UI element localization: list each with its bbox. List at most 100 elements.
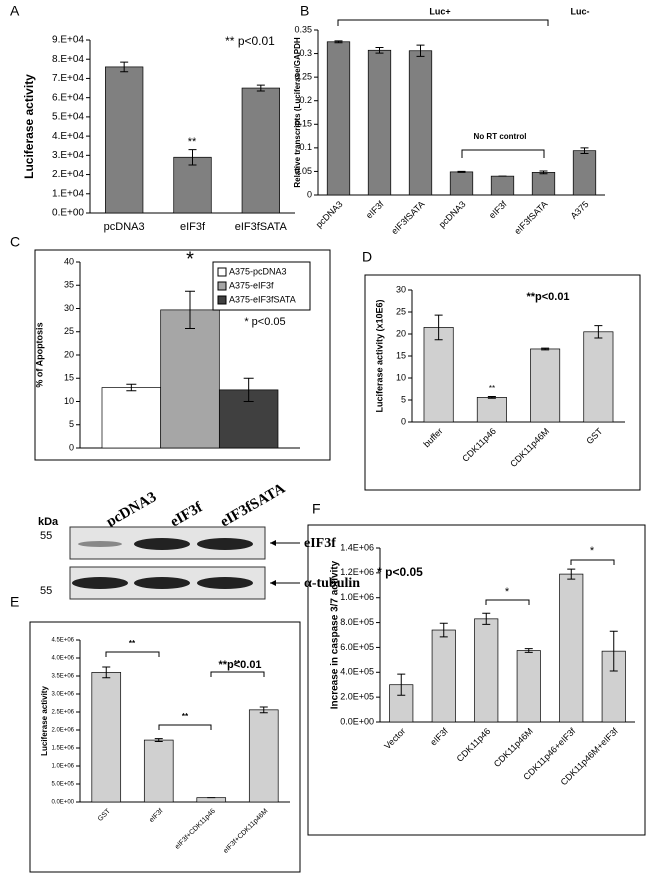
- error-bar: [434, 314, 443, 341]
- band: [197, 577, 253, 589]
- y-tick-label: 15: [396, 350, 406, 360]
- bar: [516, 650, 541, 723]
- y-axis-label: Luciferase activity: [22, 74, 36, 179]
- x-tick-label: eIF3f: [180, 221, 206, 233]
- lane-label: pcDNA3: [104, 489, 160, 530]
- y-tick-label: 7.E+04: [52, 73, 84, 84]
- y-tick-label: 0.0E+00: [340, 716, 374, 726]
- y-axis-label: Luciferase activity (x10E6): [374, 299, 384, 412]
- bracket: [158, 724, 212, 730]
- panel-frame: [34, 249, 331, 461]
- x-tick-label: eIF3f: [428, 726, 450, 748]
- bracket: [210, 671, 265, 677]
- lane-label: eIF3fSATA: [218, 481, 288, 531]
- lane-label: eIF3f: [168, 499, 206, 530]
- y-tick-label: 1.4E+06: [340, 542, 374, 552]
- band: [134, 538, 190, 550]
- legend-box: [212, 261, 311, 311]
- bar: [408, 50, 433, 196]
- error-bar: [397, 673, 406, 696]
- bar: [490, 175, 515, 196]
- bar: [431, 629, 456, 723]
- y-tick-label: 0.3: [299, 48, 312, 58]
- annotation: No RT control: [474, 132, 527, 141]
- error-bar: [457, 170, 466, 173]
- x-tick-label: CDK11p46M: [492, 726, 535, 769]
- band-label: eIF3f: [304, 536, 336, 551]
- x-tick-label: eIF3fSATA: [512, 199, 549, 236]
- y-tick-label: 0: [307, 189, 312, 199]
- y-tick-label: 4.5E+06: [51, 638, 74, 644]
- annotation: **: [188, 136, 197, 148]
- annotation: * p<0.05: [244, 316, 285, 328]
- y-tick-label: 0.35: [294, 24, 312, 34]
- error-bar: [524, 648, 533, 653]
- error-bar: [126, 383, 137, 392]
- error-bar: [416, 44, 425, 57]
- y-tick-label: 30: [64, 303, 74, 313]
- y-tick-label: 1.2E+06: [340, 567, 374, 577]
- error-bar: [120, 61, 129, 73]
- band: [78, 541, 122, 547]
- y-tick-label: 0.05: [294, 166, 312, 176]
- x-tick-label: eIF3f+CDK11p46: [174, 808, 217, 851]
- x-tick-label: eIF3fSATA: [235, 221, 288, 233]
- legend-swatch: [217, 295, 227, 305]
- panel-letter: A: [10, 3, 20, 19]
- kda-label: kDa: [38, 516, 59, 528]
- western-blot: kDa pcDNA3 eIF3f eIF3fSATA 55 55 eIF3f α…: [38, 481, 360, 600]
- y-tick-label: 3.0E+06: [51, 692, 74, 698]
- error-bar: [487, 395, 496, 399]
- y-tick-label: 0: [69, 442, 74, 452]
- y-tick-label: 0.2: [299, 95, 312, 105]
- error-bar: [609, 630, 618, 672]
- error-bar: [541, 347, 550, 351]
- panel-frame: [364, 274, 641, 491]
- y-tick-label: 25: [396, 306, 406, 316]
- y-tick-label: 0.E+00: [52, 208, 84, 219]
- y-tick-label: 3.E+04: [52, 150, 84, 161]
- y-tick-label: 1.0E+06: [340, 592, 374, 602]
- panel-letter: D: [362, 249, 372, 265]
- y-tick-label: 0.0E+00: [51, 800, 74, 806]
- error-bar: [154, 738, 163, 743]
- error-bar: [482, 612, 491, 625]
- legend-label: A375-eIF3fSATA: [229, 294, 296, 304]
- y-tick-label: 6.E+04: [52, 92, 84, 103]
- annotation: *: [590, 545, 595, 557]
- y-tick-label: 40: [64, 256, 74, 266]
- y-tick-label: 9.E+04: [52, 35, 84, 46]
- error-bar: [439, 622, 448, 638]
- y-tick-label: 4.0E+05: [340, 667, 374, 677]
- y-tick-label: 10: [396, 372, 406, 382]
- bar: [91, 672, 122, 803]
- x-tick-label: buffer: [421, 426, 444, 449]
- bar: [248, 709, 279, 803]
- panel-letter: C: [10, 234, 20, 250]
- error-bar: [188, 149, 197, 166]
- band: [197, 538, 253, 550]
- y-tick-label: 4.0E+06: [51, 656, 74, 662]
- error-bar: [567, 568, 576, 580]
- error-bar: [256, 84, 265, 92]
- bracket: [485, 599, 530, 605]
- x-tick-label: eIF3f: [487, 199, 509, 221]
- bar: [476, 397, 507, 423]
- x-tick-label: Vector: [382, 726, 407, 751]
- y-tick-label: 2.E+04: [52, 169, 84, 180]
- annotation: **: [234, 659, 241, 668]
- error-bar: [594, 325, 603, 339]
- y-axis-label: % of Apoptosis: [34, 322, 44, 387]
- bar: [143, 739, 174, 803]
- bar: [105, 66, 144, 214]
- band: [72, 577, 128, 589]
- bar: [583, 331, 614, 423]
- annotation: **: [489, 384, 495, 393]
- y-axis-label: Relative transcripts (Luciferase/GAPDH: [293, 37, 302, 187]
- x-tick-label: eIF3fSATA: [389, 199, 426, 236]
- annotation: *: [505, 586, 510, 598]
- y-tick-label: 20: [396, 328, 406, 338]
- y-tick-label: 0.25: [294, 72, 312, 82]
- x-tick-label: eIF3f: [364, 199, 386, 221]
- annotation: **p<0.01: [218, 659, 261, 671]
